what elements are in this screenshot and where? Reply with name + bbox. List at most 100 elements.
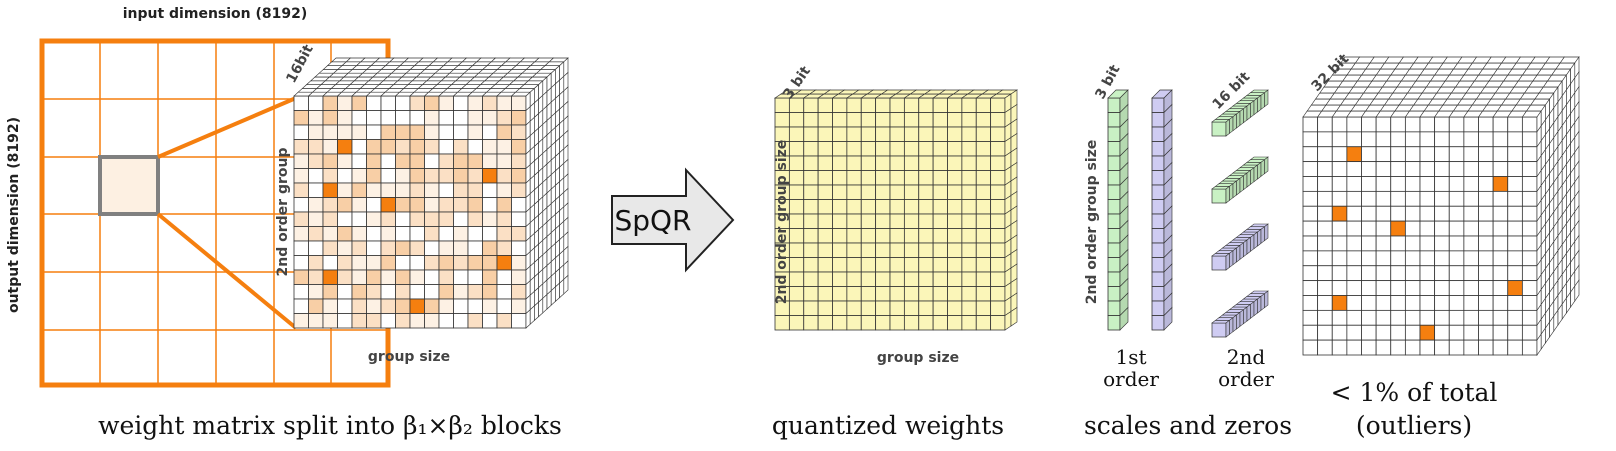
cube-cell [1492,205,1509,222]
cube-cell [889,170,905,186]
cube-cell [1302,116,1319,133]
cube-cell [293,284,309,300]
cube-cell [788,155,805,171]
cube-cell [1390,190,1406,207]
cube-cell [424,313,440,329]
cube-cell [366,139,382,155]
cube-cell [1492,339,1509,356]
cube-side-cell [1229,116,1234,134]
cube-cell [1317,176,1333,192]
cube-cell [1492,324,1509,341]
cube-cell [975,155,992,171]
cube-cell [511,110,527,126]
cube-cell [351,313,367,329]
cube-cell [1302,309,1319,326]
cube-cell [1302,280,1319,296]
cube-cell [1331,295,1348,311]
cube-cell [1375,116,1392,133]
cube-cell [1390,220,1406,237]
cube-cell [947,126,963,142]
cube-cell [467,197,483,213]
cube-cell [846,199,862,215]
cube-cell [1463,176,1479,192]
caption-quantized-weights: quantized weights [772,411,1004,440]
cube-cell [1419,265,1436,282]
cube-cell [496,139,512,155]
cube-cell [496,313,512,329]
cube-cell [860,286,877,302]
cube-side-cell [1260,226,1265,244]
cube-cell [496,182,512,198]
cube-cell [1507,220,1523,237]
cube-cell [395,284,411,300]
cube-cell [351,240,367,256]
cube-cell [1346,161,1362,177]
cube-cell [1361,161,1377,177]
cube-cell [961,112,977,128]
cube-cell [438,298,454,314]
cube-side-cell [563,274,569,295]
cube-cell [1404,176,1421,192]
cube-cell [409,313,425,329]
cube-cell [961,228,977,244]
cube-cell [1404,280,1421,296]
cube-cell [438,168,454,184]
cube-cell [918,141,934,157]
cube-cell [1390,161,1406,177]
cube-cell [803,97,819,113]
cube-cell [918,97,934,113]
cube-cell [511,255,527,271]
cube-cell [438,313,454,329]
cube-cell [1107,126,1121,142]
cube-cell [846,97,862,113]
cube-cell [875,315,891,331]
cube-side-cell [1253,298,1258,317]
cube-cell [1463,309,1479,326]
cube-cell [918,199,934,215]
cube-cell [932,228,948,244]
cube-cell [1346,146,1362,163]
cube-cell [1317,146,1333,163]
cube-cell [990,184,1006,200]
cube-cell [932,213,948,229]
cube-cell [1419,190,1436,207]
cube-cell [1478,280,1494,296]
cube-cell [860,271,877,287]
cube-cell [832,170,848,186]
cube-cell [1331,176,1348,192]
cube-cell [1346,220,1362,237]
cube-cell [975,315,992,331]
cube-side-cell [1239,242,1244,260]
cube-cell [1361,190,1377,207]
cube-cell [832,141,848,157]
cube-cell [1448,205,1465,222]
cube-cell [889,271,905,287]
cube-cell [482,153,498,169]
cube-cell [803,242,819,258]
cube-cell [832,315,848,331]
cube-cell [1404,339,1421,356]
cube-cell [817,257,833,273]
cube-cell [1521,339,1538,356]
cube-cell [496,284,512,300]
cube-cell [1302,220,1319,237]
cube-cell [1521,220,1538,237]
cube-cell [846,112,862,128]
cube-cell [467,313,483,329]
cube-cell [467,124,483,140]
cube-cell [482,211,498,227]
cube-cell [1478,339,1494,356]
cube-cell [308,226,324,242]
cube-cell [366,284,382,300]
cube-side-cell [1250,100,1255,118]
cube-cell [482,284,498,300]
cube-cell [1478,324,1494,341]
cube-cell [424,255,440,271]
cube-cell [803,141,819,157]
cube-cell [975,213,992,229]
cube-cell [1346,324,1362,341]
cube-cell [322,313,338,329]
cube-cell [1375,235,1392,252]
cube-cell [308,211,324,227]
